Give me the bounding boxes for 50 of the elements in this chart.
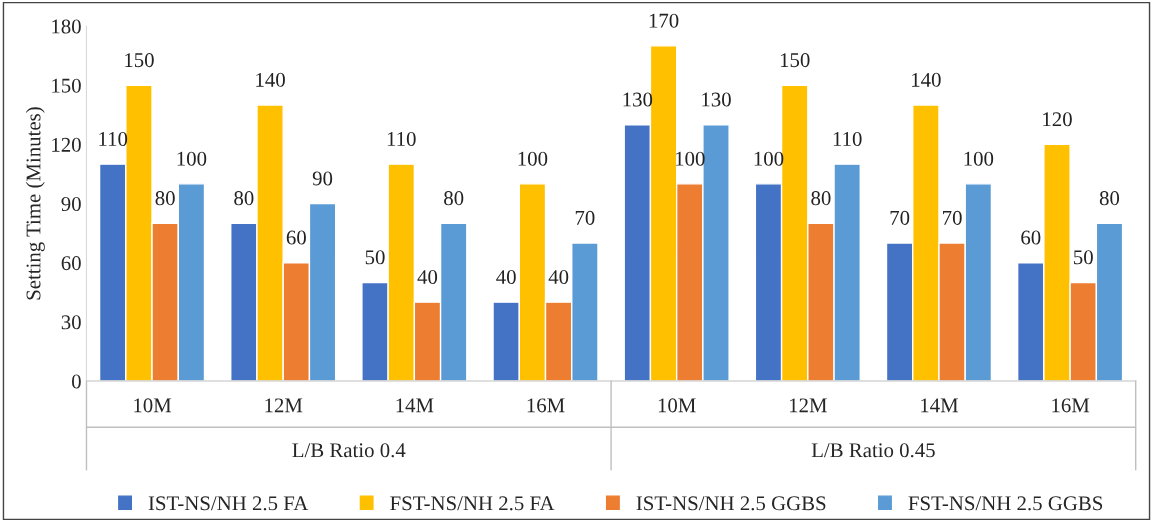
data-label: 80	[444, 191, 464, 206]
data-label: 90	[312, 171, 333, 186]
x-tick-label: 10M	[134, 398, 172, 413]
legend-label: IST-NS/NH 2.5 GGBS	[636, 496, 826, 511]
x-tick-label: 16M	[1052, 398, 1090, 413]
data-label: 80	[1099, 191, 1120, 206]
data-label: 40	[548, 270, 569, 285]
data-label: 100	[518, 151, 548, 166]
data-label: 70	[575, 210, 595, 225]
data-label: 110	[833, 131, 862, 147]
data-label: 40	[496, 270, 516, 285]
data-label: 60	[286, 230, 306, 245]
x-tick-label: 16M	[527, 398, 565, 413]
data-label: 130	[702, 92, 731, 107]
data-label: 80	[155, 191, 175, 206]
legend-label: IST-NS/NH 2.5 FA	[148, 496, 309, 511]
x-tick-label: 12M	[789, 398, 827, 413]
data-label: 150	[780, 53, 810, 68]
x-tick-label: 14M	[396, 398, 434, 413]
data-label: 80	[811, 191, 831, 206]
y-tick-label: 120	[52, 137, 81, 152]
y-tick-label: 90	[61, 196, 81, 212]
text: L/B Ratio 0.4	[292, 443, 406, 458]
y-tick-label: 180	[52, 19, 81, 34]
y-tick-label: 30	[61, 315, 81, 330]
x-tick-label: 12M	[265, 398, 303, 413]
y-tick-label: 150	[52, 78, 81, 93]
data-label: 150	[125, 53, 154, 68]
data-label: 60	[1021, 230, 1041, 245]
y-axis-title: Setting Time (Minutes)	[25, 107, 45, 300]
x-tick-label: 14M	[921, 398, 959, 413]
data-label: 50	[1074, 250, 1093, 265]
data-label: 70	[890, 210, 910, 225]
data-label: 80	[234, 191, 254, 206]
data-label: 140	[256, 72, 285, 87]
legend-label: FST-NS/NH 2.5 GGBS	[908, 496, 1103, 511]
data-label: 40	[417, 270, 438, 285]
data-label: 110	[387, 131, 416, 147]
data-label: 100	[177, 151, 207, 166]
data-label: 170	[649, 13, 679, 28]
y-tick-label: 0	[71, 374, 81, 389]
legend-label: FST-NS/NH 2.5 FA	[390, 496, 555, 511]
text: L/B Ratio 0.45	[811, 443, 935, 458]
data-label: 120	[1043, 112, 1072, 127]
data-label: 70	[943, 210, 962, 225]
x-tick-label: 10M	[658, 398, 696, 413]
y-tick-label: 60	[61, 256, 81, 271]
data-label: 50	[365, 250, 385, 265]
data-label: 100	[964, 151, 994, 166]
data-label: 140	[912, 72, 941, 87]
